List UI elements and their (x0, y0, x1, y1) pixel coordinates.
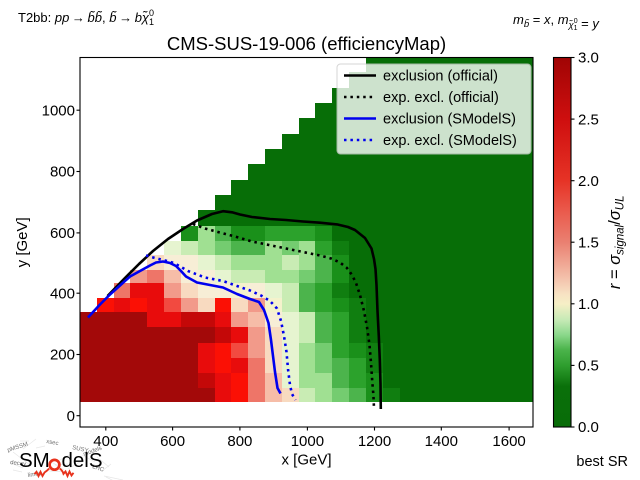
svg-text:SUSY: SUSY (72, 445, 89, 454)
svg-text:2.0: 2.0 (578, 173, 599, 190)
svg-text:T2bb: pp → b̃b̃, b̃ → bχ̃10: T2bb: pp → b̃b̃, b̃ → bχ̃10 (18, 8, 154, 27)
svg-text:400: 400 (93, 433, 118, 450)
svg-text:800: 800 (227, 433, 252, 450)
svg-text:1000: 1000 (291, 433, 324, 450)
svg-text:exclusion (SModelS): exclusion (SModelS) (383, 111, 516, 127)
svg-text:decay: decay (10, 460, 27, 468)
svg-text:1.0: 1.0 (578, 296, 599, 313)
svg-text:exclusion (official): exclusion (official) (383, 68, 498, 84)
svg-text:xsec: xsec (46, 439, 59, 447)
svg-text:SM: SM (19, 449, 50, 472)
svg-text:1000: 1000 (42, 102, 75, 119)
svg-text:1.5: 1.5 (578, 234, 599, 251)
svg-text:800: 800 (50, 164, 75, 181)
svg-text:0: 0 (67, 408, 75, 425)
svg-text:0.5: 0.5 (578, 358, 599, 375)
svg-text:y [GeV]: y [GeV] (14, 217, 31, 267)
svg-text:x [GeV]: x [GeV] (281, 452, 331, 469)
svg-text:600: 600 (50, 225, 75, 242)
svg-text:r = σsignal/σUL: r = σsignal/σUL (606, 196, 627, 290)
svg-text:exp. excl. (official): exp. excl. (official) (383, 90, 499, 106)
svg-text:LHC: LHC (91, 464, 105, 474)
svg-text:limits: limits (27, 471, 41, 479)
svg-text:3.0: 3.0 (578, 50, 599, 67)
svg-text:1400: 1400 (425, 433, 458, 450)
svg-text:1600: 1600 (492, 433, 525, 450)
svg-text:600: 600 (160, 433, 185, 450)
svg-text:400: 400 (50, 285, 75, 302)
svg-text:best SR: best SR (576, 454, 628, 470)
svg-text:exp. excl. (SModelS): exp. excl. (SModelS) (383, 133, 517, 149)
svg-text:1200: 1200 (358, 433, 391, 450)
svg-text:CMS-SUS-19-006 (efficiencyMap): CMS-SUS-19-006 (efficiencyMap) (167, 33, 446, 54)
svg-text:delS: delS (62, 449, 103, 472)
svg-text:0.0: 0.0 (578, 419, 599, 436)
svg-text:2.5: 2.5 (578, 111, 599, 128)
svg-text:200: 200 (50, 347, 75, 364)
